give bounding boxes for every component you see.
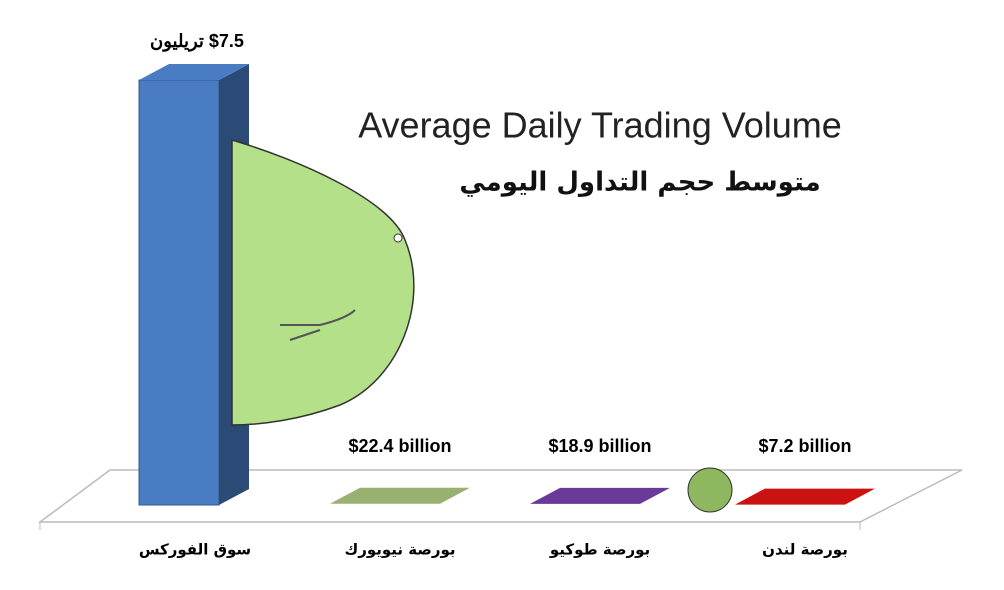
chart-subtitle: متوسط حجم التداول اليومي [459, 168, 820, 198]
bar-top [530, 487, 670, 504]
value-label: $7.5 تريليون [150, 31, 244, 52]
cartoon-decoration [231, 138, 415, 426]
bar-top [735, 488, 875, 505]
cartoon-eye [393, 233, 403, 243]
bar-front [138, 79, 220, 506]
cartoon-detail [280, 309, 356, 341]
value-label: $22.4 billion [348, 436, 451, 456]
value-label: $7.2 billion [758, 436, 851, 456]
cartoon-decoration [687, 467, 733, 513]
value-label: $18.9 billion [548, 436, 651, 456]
chart-title: Average Daily Trading Volume [358, 105, 842, 146]
floor [37, 469, 963, 523]
category-label: بورصة نيويورك [344, 541, 455, 559]
bar-top [330, 487, 470, 504]
category-label: بورصة لندن [762, 541, 848, 559]
category-label: بورصة طوكيو [549, 541, 650, 559]
bar-top [139, 64, 249, 80]
category-label: سوق الفوركس [139, 541, 251, 559]
